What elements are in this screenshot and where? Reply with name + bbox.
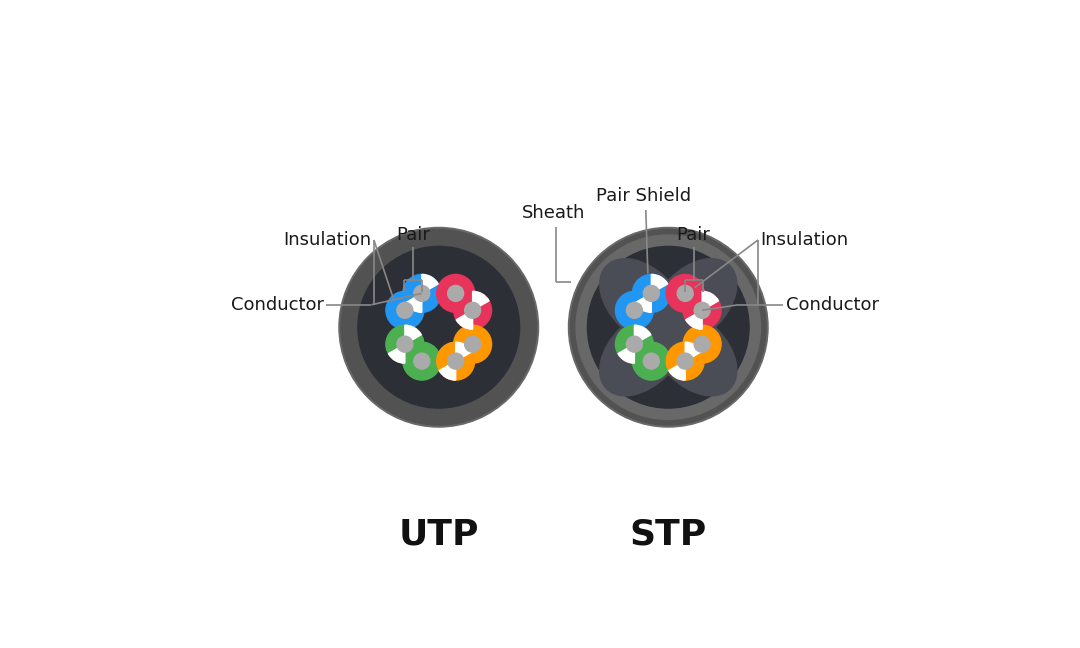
Circle shape (464, 303, 481, 318)
Circle shape (357, 246, 519, 408)
Wedge shape (702, 292, 718, 310)
Circle shape (454, 292, 491, 329)
Circle shape (454, 325, 491, 363)
Text: UTP: UTP (399, 517, 480, 551)
Circle shape (684, 292, 721, 329)
Circle shape (448, 353, 463, 369)
Circle shape (448, 285, 463, 301)
Text: Pair: Pair (677, 226, 711, 244)
Wedge shape (669, 361, 685, 380)
Circle shape (666, 342, 704, 380)
Wedge shape (651, 274, 667, 294)
Wedge shape (686, 310, 702, 329)
Wedge shape (685, 342, 702, 361)
Text: Insulation: Insulation (760, 231, 849, 249)
Wedge shape (422, 274, 438, 294)
Circle shape (403, 342, 441, 380)
Circle shape (684, 325, 721, 363)
Text: Conductor: Conductor (785, 295, 878, 314)
Circle shape (341, 229, 537, 425)
Circle shape (644, 353, 659, 369)
Wedge shape (634, 325, 651, 344)
Circle shape (666, 274, 704, 312)
Circle shape (436, 274, 474, 312)
Wedge shape (618, 344, 634, 363)
Circle shape (626, 303, 643, 318)
Circle shape (414, 353, 430, 369)
Wedge shape (456, 310, 473, 329)
Circle shape (677, 285, 693, 301)
Wedge shape (635, 294, 651, 312)
Circle shape (414, 285, 430, 301)
Ellipse shape (650, 259, 737, 345)
Circle shape (570, 229, 766, 425)
Text: Pair: Pair (396, 226, 430, 244)
Circle shape (386, 292, 423, 329)
Circle shape (339, 227, 539, 427)
Circle shape (396, 336, 413, 352)
Ellipse shape (599, 310, 686, 396)
Text: STP: STP (630, 517, 707, 551)
Circle shape (464, 336, 481, 352)
Ellipse shape (599, 259, 686, 345)
Text: Sheath: Sheath (522, 205, 585, 222)
Circle shape (436, 342, 474, 380)
Circle shape (633, 342, 671, 380)
Text: Pair Shield: Pair Shield (596, 187, 691, 205)
Text: Conductor: Conductor (231, 295, 324, 314)
Wedge shape (440, 361, 456, 380)
Circle shape (386, 325, 423, 363)
Circle shape (568, 227, 768, 427)
Wedge shape (473, 292, 489, 310)
Text: Insulation: Insulation (283, 231, 372, 249)
Circle shape (616, 325, 653, 363)
Circle shape (677, 353, 693, 369)
Wedge shape (405, 325, 421, 344)
Circle shape (694, 303, 711, 318)
Circle shape (403, 274, 441, 312)
Wedge shape (405, 294, 422, 312)
Circle shape (633, 274, 671, 312)
Circle shape (694, 336, 711, 352)
Circle shape (616, 292, 653, 329)
Wedge shape (456, 342, 472, 361)
Wedge shape (389, 344, 405, 363)
Circle shape (626, 336, 643, 352)
Circle shape (576, 235, 760, 419)
Ellipse shape (650, 310, 737, 396)
Circle shape (396, 303, 413, 318)
Circle shape (588, 246, 750, 408)
Circle shape (644, 285, 659, 301)
